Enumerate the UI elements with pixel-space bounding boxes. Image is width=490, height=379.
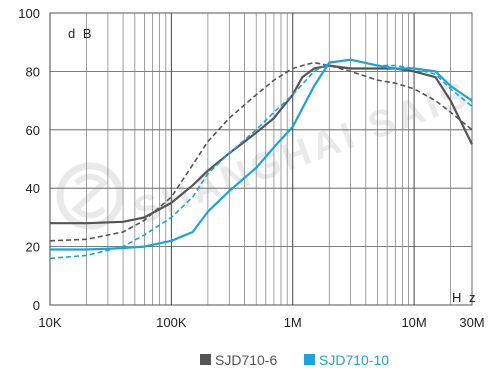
x-tick-label: 100K bbox=[156, 315, 187, 330]
watermark-logo bbox=[56, 162, 124, 230]
legend-swatch bbox=[200, 354, 211, 365]
series-line-4 bbox=[49, 58, 473, 260]
y-tick-label: 0 bbox=[33, 298, 40, 313]
y-tick-label: 100 bbox=[18, 6, 40, 21]
y-tick-label: 60 bbox=[26, 123, 40, 138]
x-axis-unit: H z bbox=[452, 290, 478, 305]
series-line-1 bbox=[50, 64, 473, 225]
y-tick-label: 40 bbox=[26, 181, 40, 196]
legend-label: SJD710-10 bbox=[319, 352, 389, 368]
tick-labels: 0 20 40 60 80 100 10K 100K 1M 10M 30M bbox=[18, 6, 484, 330]
y-tick-label: 80 bbox=[26, 64, 40, 79]
watermark-logo-mark bbox=[71, 173, 109, 219]
series-layer bbox=[49, 58, 473, 260]
y-axis-unit: d B bbox=[68, 26, 94, 41]
legend-label: SJD710-6 bbox=[215, 352, 277, 368]
series-line-2 bbox=[49, 61, 473, 242]
legend-swatch bbox=[304, 354, 315, 365]
x-tick-label: 10M bbox=[401, 315, 426, 330]
y-tick-label: 20 bbox=[26, 240, 40, 255]
x-tick-label: 1M bbox=[284, 315, 302, 330]
grid bbox=[49, 12, 473, 306]
watermark-text: SHANGHAI SAIS bbox=[129, 73, 476, 234]
legend: SJD710-6 SJD710-10 bbox=[200, 352, 389, 368]
x-tick-label: 30M bbox=[459, 315, 484, 330]
x-tick-label: 10K bbox=[38, 315, 61, 330]
